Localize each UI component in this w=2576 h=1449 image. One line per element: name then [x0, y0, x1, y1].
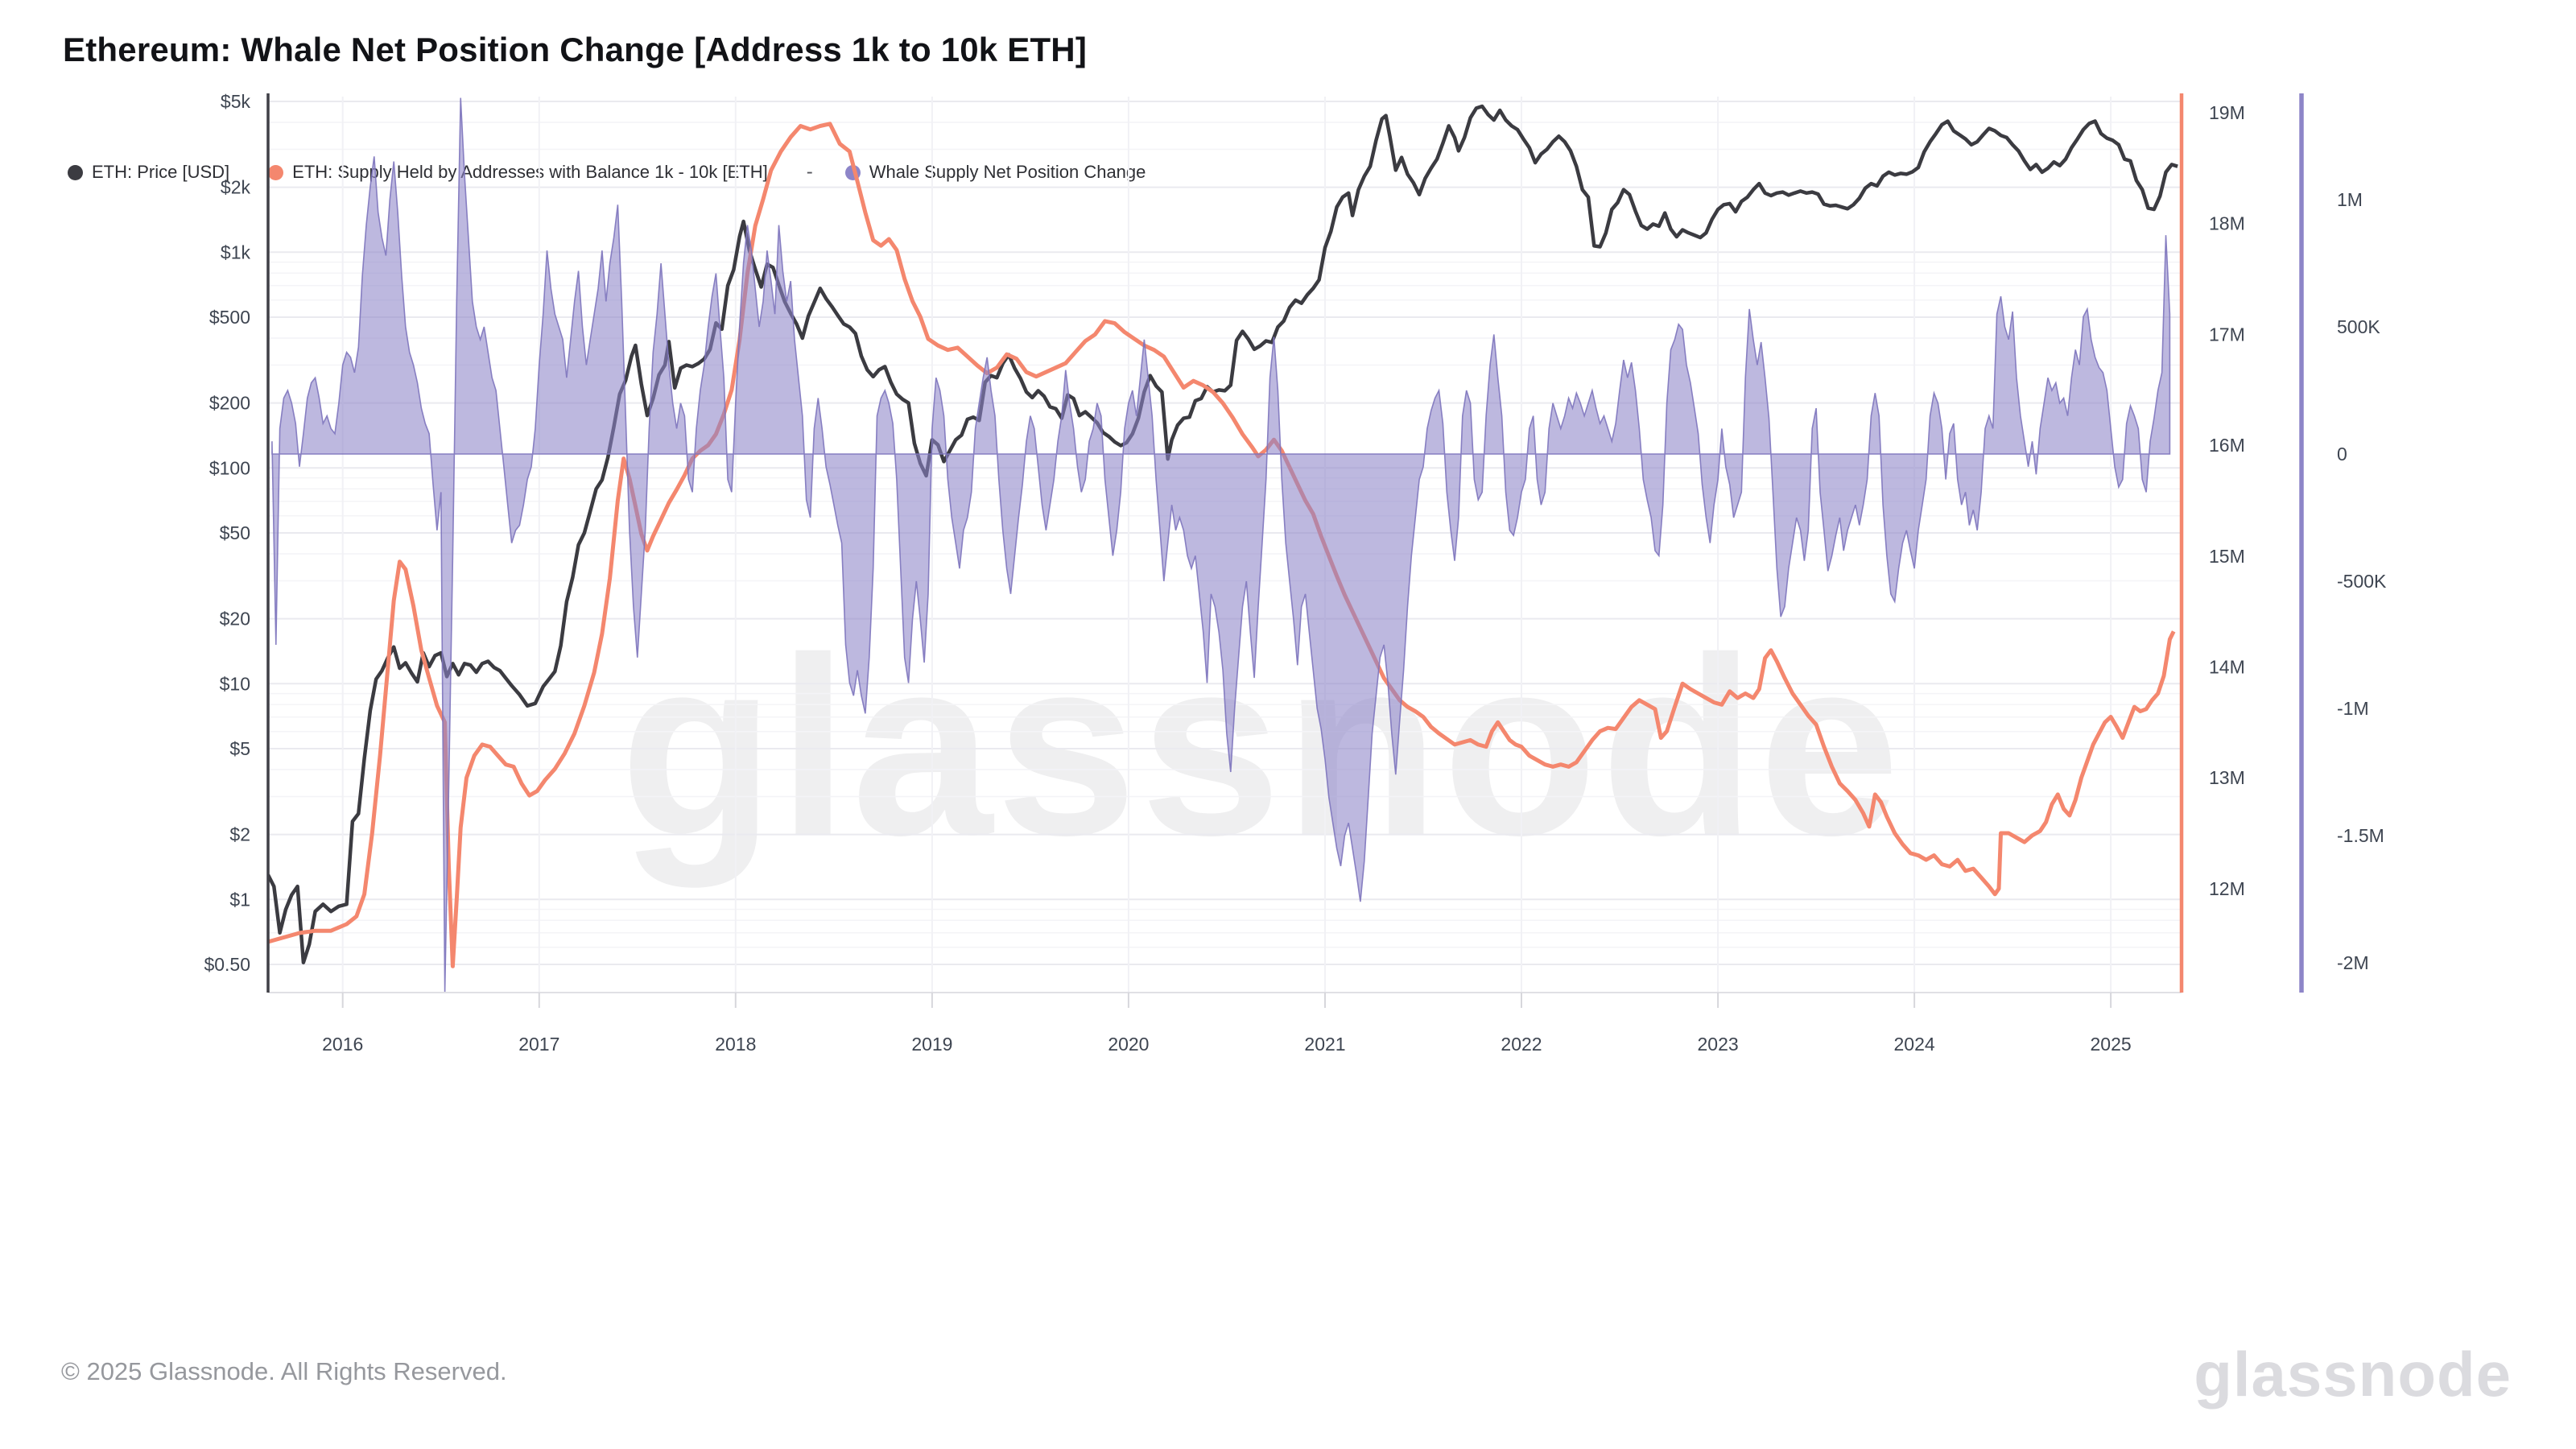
supply-tick-label: 13M	[2209, 767, 2245, 788]
net-position-tick-label: -500K	[2337, 571, 2387, 592]
price-tick-label: $1k	[221, 242, 251, 262]
year-tick-label: 2016	[322, 1034, 363, 1055]
legend-item-label: ETH: Price [USD]	[92, 162, 230, 182]
price-tick-label: $50	[220, 522, 250, 543]
price-tick-label: $5	[229, 738, 250, 759]
legend-item-eth-price[interactable]: ETH: Price [USD]	[68, 162, 229, 183]
whale-net-position-chart: $5k $2k $1k $500 $200 $100 $50 $20 $10 $5 $2 $1 $0.5…	[204, 91, 2387, 1055]
axis-lines	[266, 93, 2304, 1008]
price-tick-label: $200	[209, 393, 250, 414]
whale-net-position-area	[271, 97, 2171, 993]
price-tick-label: $0.50	[204, 954, 250, 975]
supply-tick-label: 14M	[2209, 657, 2245, 678]
year-tick-label: 2025	[2091, 1034, 2132, 1055]
price-tick-label: $1	[229, 889, 250, 910]
price-tick-label: $500	[209, 307, 250, 328]
net-position-tick-label: 0	[2337, 444, 2347, 464]
price-series-dot-icon	[68, 164, 83, 180]
glassnode-watermark: glassnode	[620, 605, 1903, 888]
year-tick-label: 2019	[911, 1034, 952, 1055]
supply-series-dot-icon	[268, 164, 284, 180]
supply-tick-label: 18M	[2209, 213, 2245, 234]
net-position-tick-label: 1M	[2337, 189, 2363, 210]
series-plot-area	[268, 97, 2178, 993]
net-position-tick-label: -1M	[2337, 698, 2369, 719]
net-position-tick-label: 500K	[2337, 316, 2380, 337]
year-tick-label: 2021	[1304, 1034, 1345, 1055]
price-tick-label: $5k	[221, 91, 251, 112]
year-tick-label: 2024	[1894, 1034, 1935, 1055]
year-tick-label: 2023	[1698, 1034, 1739, 1055]
year-tick-label: 2017	[518, 1034, 559, 1055]
year-tick-label: 2020	[1108, 1034, 1149, 1055]
supply-tick-label: 15M	[2209, 546, 2245, 567]
supply-tick-label: 17M	[2209, 324, 2245, 345]
price-tick-label: $2k	[221, 177, 251, 198]
supply-tick-label: 19M	[2209, 102, 2245, 123]
legend-separator: -	[806, 161, 813, 183]
legend-item-label: Whale Supply Net Position Change	[869, 162, 1146, 182]
year-tick-label: 2022	[1501, 1034, 1542, 1055]
price-tick-label: $100	[209, 457, 250, 478]
axis-tick-labels: $5k $2k $1k $500 $200 $100 $50 $20 $10 $5 $2 $1 $0.5…	[204, 91, 2387, 1055]
supply-tick-label: 12M	[2209, 878, 2245, 899]
eth-price-line	[268, 104, 2178, 964]
price-tick-label: $10	[220, 673, 250, 694]
price-tick-label: $20	[220, 609, 250, 630]
net-position-tick-label: -2M	[2337, 952, 2369, 973]
price-tick-label: $2	[229, 824, 250, 845]
footer-copyright: © 2025 Glassnode. All Rights Reserved.	[61, 1357, 507, 1385]
legend-item-net-position[interactable]: Whale Supply Net Position Change	[844, 162, 1146, 183]
glassnode-logo: glassnode	[2194, 1339, 2512, 1410]
supply-tick-label: 16M	[2209, 435, 2245, 456]
year-tick-label: 2018	[715, 1034, 756, 1055]
net-position-tick-label: -1.5M	[2337, 825, 2384, 846]
page-title: Ethereum: Whale Net Position Change [Add…	[63, 31, 1088, 68]
